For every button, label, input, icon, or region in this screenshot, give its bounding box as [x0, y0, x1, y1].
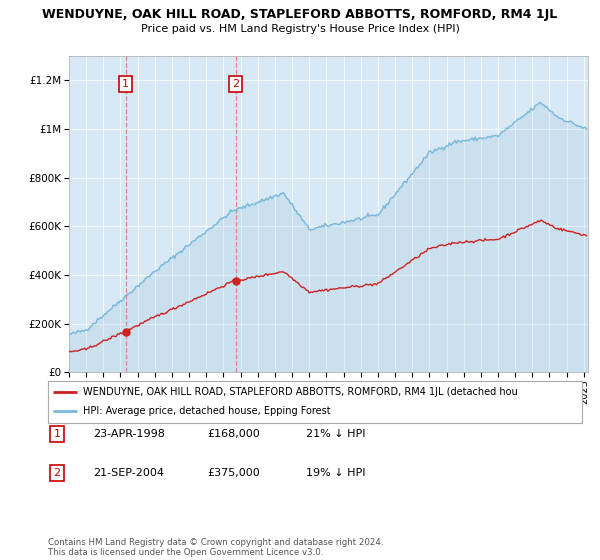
- Text: 23-APR-1998: 23-APR-1998: [93, 429, 165, 439]
- Text: WENDUYNE, OAK HILL ROAD, STAPLEFORD ABBOTTS, ROMFORD, RM4 1JL (detached hou: WENDUYNE, OAK HILL ROAD, STAPLEFORD ABBO…: [83, 387, 517, 397]
- Text: £375,000: £375,000: [207, 468, 260, 478]
- Text: £168,000: £168,000: [207, 429, 260, 439]
- Text: HPI: Average price, detached house, Epping Forest: HPI: Average price, detached house, Eppi…: [83, 407, 331, 417]
- Text: 1: 1: [122, 79, 129, 89]
- Text: 2: 2: [232, 79, 239, 89]
- Text: WENDUYNE, OAK HILL ROAD, STAPLEFORD ABBOTTS, ROMFORD, RM4 1JL: WENDUYNE, OAK HILL ROAD, STAPLEFORD ABBO…: [43, 8, 557, 21]
- Text: Contains HM Land Registry data © Crown copyright and database right 2024.
This d: Contains HM Land Registry data © Crown c…: [48, 538, 383, 557]
- Text: 1: 1: [53, 429, 61, 439]
- Text: 21% ↓ HPI: 21% ↓ HPI: [306, 429, 365, 439]
- Text: 21-SEP-2004: 21-SEP-2004: [93, 468, 164, 478]
- Text: 19% ↓ HPI: 19% ↓ HPI: [306, 468, 365, 478]
- Text: Price paid vs. HM Land Registry's House Price Index (HPI): Price paid vs. HM Land Registry's House …: [140, 24, 460, 34]
- Text: 2: 2: [53, 468, 61, 478]
